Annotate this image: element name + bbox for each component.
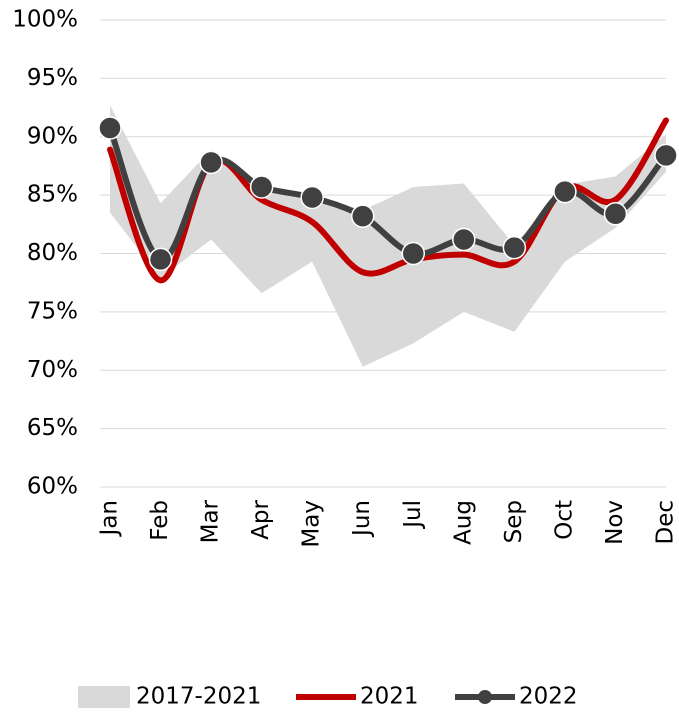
point-marker xyxy=(654,143,678,168)
point-marker xyxy=(603,202,628,226)
legend-label: 2017-2021 xyxy=(136,684,261,710)
point-marker xyxy=(148,247,173,272)
y-tick-label: 75% xyxy=(27,298,78,324)
x-tick-label: Sep xyxy=(501,500,527,543)
point-marker xyxy=(98,116,122,140)
y-tick-label: 95% xyxy=(27,65,78,91)
x-tick-label: Oct xyxy=(551,500,577,540)
x-tick-label: Apr xyxy=(248,499,274,539)
legend-swatch xyxy=(78,686,130,708)
legend-item: 2017-2021 xyxy=(78,684,261,710)
x-tick-label: Jan xyxy=(97,500,123,537)
point-marker xyxy=(502,235,527,260)
y-tick-label: 90% xyxy=(27,123,78,149)
y-tick-label: 100% xyxy=(12,7,78,33)
point-marker xyxy=(249,175,274,199)
x-tick-label: Mar xyxy=(198,499,224,543)
legend-item: 2022 xyxy=(455,684,578,710)
legend-item: 2021 xyxy=(296,684,419,710)
y-tick-label: 70% xyxy=(27,357,78,383)
legend-label: 2021 xyxy=(360,684,419,710)
point-marker xyxy=(300,185,324,210)
x-tick-label: Jun xyxy=(349,500,375,538)
point-marker xyxy=(553,179,577,204)
x-tick-label: Aug xyxy=(450,500,476,545)
y-tick-label: 60% xyxy=(27,474,78,500)
legend-label: 2022 xyxy=(519,684,578,710)
legend-marker xyxy=(478,690,492,704)
x-tick-label: Feb xyxy=(147,500,173,541)
y-tick-label: 80% xyxy=(27,240,78,266)
x-tick-label: Dec xyxy=(653,500,679,545)
point-marker xyxy=(199,150,223,175)
point-marker xyxy=(350,204,375,228)
x-tick-label: Nov xyxy=(602,500,628,545)
x-tick-label: Jul xyxy=(400,500,426,530)
y-tick-label: 65% xyxy=(27,415,78,441)
point-marker xyxy=(401,241,426,266)
y-tick-label: 85% xyxy=(27,182,78,208)
point-marker xyxy=(452,227,476,252)
x-tick-label: May xyxy=(299,500,325,548)
